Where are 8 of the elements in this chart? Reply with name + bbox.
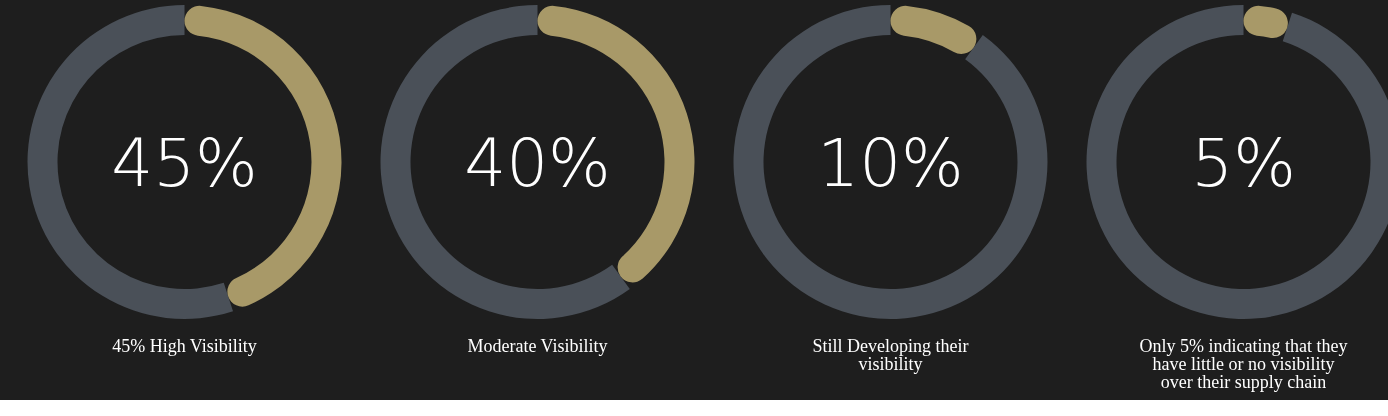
text: 45% — [111, 125, 258, 202]
text: 40% — [464, 125, 611, 202]
text: 45% High Visibility — [112, 336, 257, 356]
text: Moderate Visibility — [467, 336, 608, 356]
text: 5% — [1191, 125, 1296, 202]
text: 10% — [817, 125, 964, 202]
text: Still Developing their visibility — [812, 336, 969, 374]
text: Only 5% indicating that they have little or no visibility over their supply chain — [1139, 336, 1348, 392]
